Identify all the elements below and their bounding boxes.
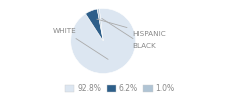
Text: HISPANIC: HISPANIC: [97, 19, 166, 37]
Wedge shape: [97, 9, 103, 41]
Wedge shape: [71, 8, 136, 74]
Text: WHITE: WHITE: [53, 28, 108, 59]
Legend: 92.8%, 6.2%, 1.0%: 92.8%, 6.2%, 1.0%: [62, 81, 178, 96]
Text: BLACK: BLACK: [102, 18, 156, 49]
Wedge shape: [85, 9, 103, 41]
